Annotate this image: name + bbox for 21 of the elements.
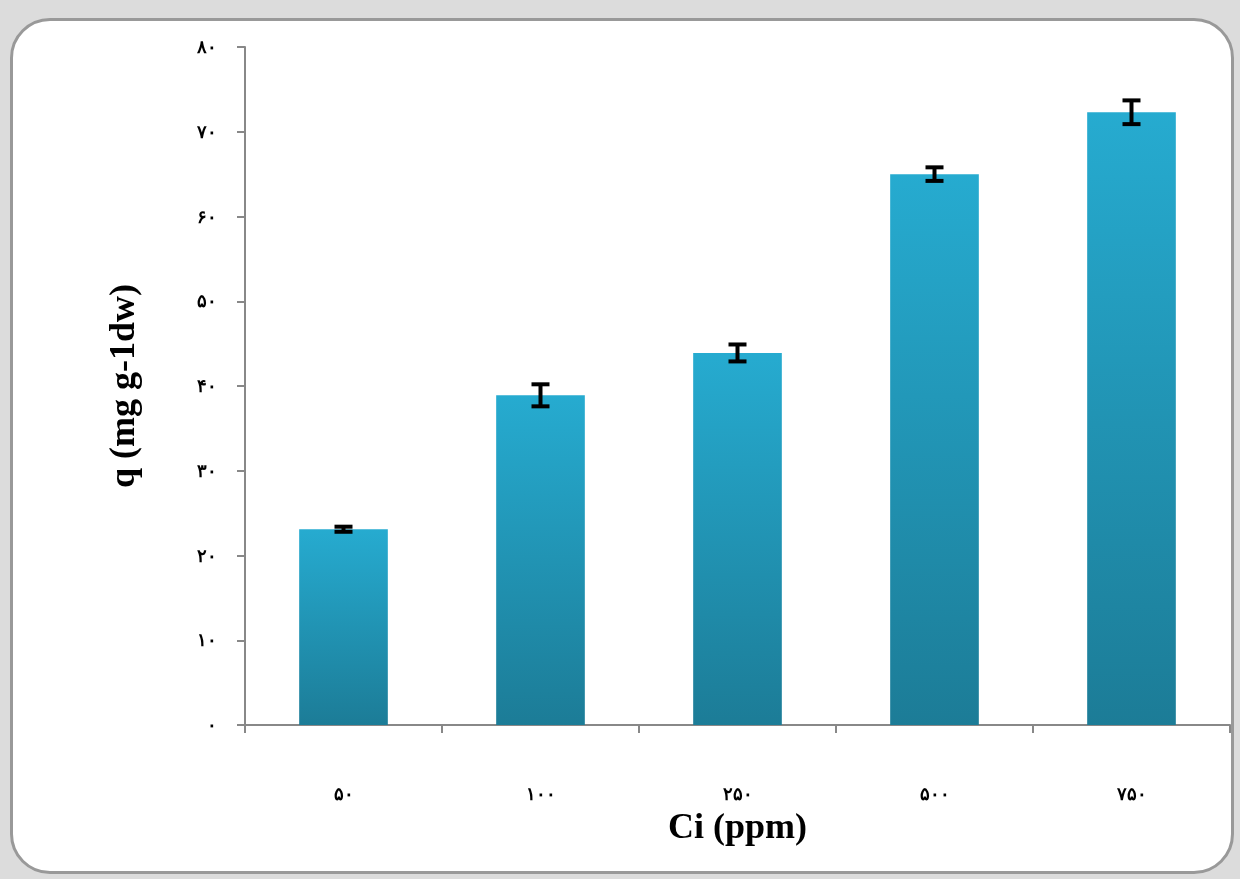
x-tick-label: ۲۵۰ — [722, 784, 753, 804]
x-tick-label: ۱۰۰ — [525, 784, 556, 804]
y-tick-label: ۷۰ — [196, 121, 217, 142]
x-tick-label: ۵۰۰ — [919, 784, 950, 804]
x-axis-title: Ci (ppm) — [667, 805, 808, 846]
bar — [890, 174, 979, 725]
y-tick-label: ۰ — [207, 715, 217, 735]
bar — [496, 395, 585, 725]
x-tick-label: ۵۰ — [333, 784, 354, 804]
y-axis-title: q (mg g-1dw) — [102, 284, 142, 488]
y-tick-label: ۱۰ — [197, 630, 217, 651]
bar — [693, 352, 782, 725]
y-tick-label: ۴۰ — [197, 376, 217, 396]
y-tick-label: ۸۰ — [196, 37, 217, 57]
y-tick-label: ۵۰ — [197, 291, 217, 312]
bar — [1087, 112, 1176, 725]
x-tick-label: ۷۵۰ — [1115, 784, 1147, 804]
y-tick-label: ۶۰ — [197, 206, 217, 227]
bar — [299, 529, 388, 725]
y-tick-label: ۳۰ — [197, 460, 217, 481]
y-tick-label: ۲۰ — [197, 545, 217, 566]
